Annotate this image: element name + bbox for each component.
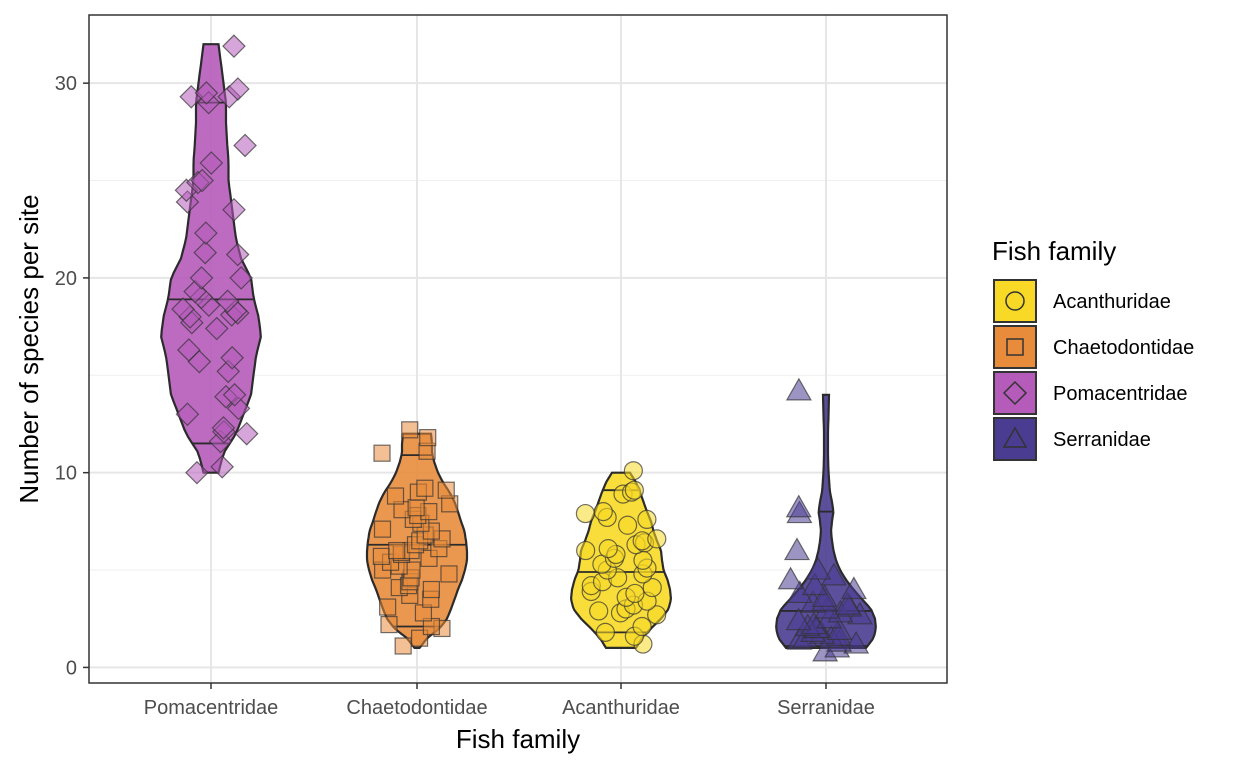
data-point: [222, 197, 246, 222]
data-point: [617, 515, 638, 535]
data-point: [785, 494, 812, 518]
x-tick-label: Chaetodontidae: [346, 697, 487, 719]
legend-item: Acanthuridae: [993, 279, 1171, 323]
x-axis: Pomacentridae Chaetodontidae Acanthuridae S…: [144, 683, 875, 719]
data-point: [407, 499, 425, 517]
data-point: [840, 576, 867, 600]
data-point: [380, 615, 398, 634]
data-point: [373, 520, 392, 538]
data-point: [190, 168, 214, 193]
data-point: [189, 266, 214, 290]
legend-label: Serranidae: [1053, 429, 1151, 451]
data-point: [624, 480, 644, 500]
data-point: [222, 34, 246, 59]
y-tick-label: 30: [55, 73, 77, 95]
data-point: [647, 605, 667, 625]
data-point: [226, 77, 250, 101]
legend-label: Pomacentridae: [1053, 383, 1188, 405]
data-point: [834, 591, 861, 615]
data-point: [422, 580, 440, 599]
x-tick-label: Pomacentridae: [144, 697, 279, 719]
legend-title: Fish family: [992, 236, 1116, 266]
data-point: [416, 479, 434, 497]
data-point: [379, 598, 397, 616]
data-point: [194, 81, 219, 105]
legend-label: Acanthuridae: [1053, 291, 1171, 313]
y-tick-label: 0: [66, 657, 77, 679]
data-point: [843, 630, 870, 654]
y-tick-label: 10: [55, 463, 77, 485]
data-point: [215, 289, 240, 314]
data-point: [575, 503, 596, 524]
data-point: [637, 509, 657, 530]
data-point: [388, 541, 406, 560]
data-point: [185, 460, 209, 485]
data-point: [625, 583, 645, 604]
panel-border: [88, 14, 948, 684]
y-axis: 0 10 20 30: [55, 73, 89, 679]
data-point: [826, 617, 853, 641]
data-point: [210, 454, 235, 479]
data-point: [595, 622, 615, 642]
y-tick-label: 20: [55, 268, 77, 290]
data-point: [211, 416, 236, 440]
data-point: [225, 242, 250, 267]
data-point: [394, 637, 412, 655]
data-point: [777, 566, 804, 590]
data-point: [642, 577, 662, 598]
violin-layer: [160, 43, 877, 649]
data-point: [176, 338, 201, 362]
data-point: [222, 382, 247, 407]
legend-symbol: [1005, 291, 1025, 311]
data-point: [805, 556, 832, 580]
data-point: [175, 402, 200, 427]
data-point: [372, 547, 390, 566]
data-point: [440, 565, 458, 583]
legend-symbol: [1002, 426, 1028, 448]
data-point: [785, 377, 812, 401]
data-point: [783, 537, 811, 561]
legend-item: Pomacentridae: [993, 371, 1188, 415]
data-point: [233, 133, 257, 158]
data-point: [204, 316, 229, 341]
data-point: [171, 297, 195, 321]
data-point: [194, 221, 218, 245]
legend-item: Chaetodontidae: [993, 325, 1194, 369]
data-point: [220, 345, 245, 370]
data-point: [437, 481, 455, 499]
legend-symbol: [1006, 338, 1024, 356]
data-point: [373, 444, 391, 462]
legend-symbol: [1002, 380, 1028, 406]
legend-item: Serranidae: [993, 417, 1151, 461]
data-point: [576, 540, 596, 561]
data-point: [199, 151, 224, 175]
data-point: [801, 572, 828, 596]
data-point: [593, 502, 613, 522]
legend-key: [993, 325, 1037, 369]
data-point: [193, 240, 218, 265]
data-point: [386, 487, 405, 505]
data-point: [785, 607, 812, 631]
x-tick-label: Acanthuridae: [562, 697, 680, 719]
data-point: [419, 429, 437, 447]
data-point: [598, 539, 618, 559]
data-point: [234, 421, 259, 446]
data-point: [589, 601, 609, 621]
x-axis-title: Fish family: [456, 724, 580, 754]
data-point: [632, 616, 652, 637]
data-point: [647, 529, 667, 549]
point-layer: [171, 34, 873, 662]
data-point: [229, 266, 253, 290]
data-point: [401, 421, 419, 439]
legend: Fish family Acanthuridae Chaetodontidae Po…: [992, 236, 1194, 461]
data-point: [623, 461, 643, 481]
x-tick-label: Serranidae: [777, 697, 875, 719]
y-axis-title: Number of species per site: [14, 194, 44, 503]
data-point: [811, 584, 838, 607]
legend-label: Chaetodontidae: [1053, 337, 1194, 359]
